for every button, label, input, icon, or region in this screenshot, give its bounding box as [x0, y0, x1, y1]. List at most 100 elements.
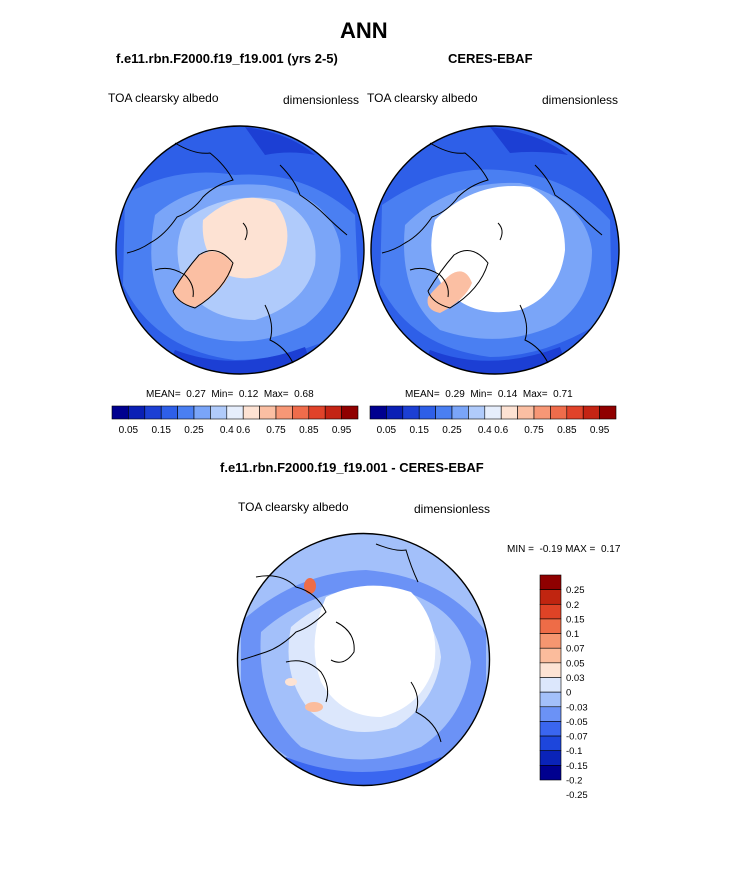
panel2-right-label: dimensionless — [542, 93, 619, 107]
panel1-colorbar-swatch — [128, 405, 146, 420]
diff-max-value: 0.17 — [600, 544, 621, 555]
diff-colorbar-swatch — [539, 574, 562, 590]
panel1-mean-label: MEAN= — [146, 389, 181, 400]
panel2-colorbar-tick-label: 0.05 — [377, 425, 397, 436]
diff-colorbar-swatch — [539, 618, 562, 634]
diff-right-label: dimensionless — [414, 502, 491, 516]
panel2-colorbar-tick-label: 0.85 — [557, 425, 577, 436]
diff-colorbar-swatch — [539, 750, 562, 766]
diff-colorbar-swatch — [539, 721, 562, 737]
panel1-colorbar-swatch — [324, 405, 342, 420]
panel2-colorbar-swatch — [550, 405, 568, 420]
diff-colorbar-swatch — [539, 647, 562, 664]
diff-colorbar-swatch — [539, 735, 562, 752]
panel2-min-value: 0.14 — [497, 389, 518, 400]
diff-colorbar-swatch — [539, 677, 562, 693]
diff-stats: MIN = -0.19 MAX = 0.17 — [507, 544, 620, 555]
panel2-colorbar: 0.05 0.15 0.25 0.4 0.6 0.75 0.85 0.95 — [369, 405, 617, 436]
diff-colorbar-swatch — [539, 706, 562, 722]
diff-colorbar-tick-label: -0.15 — [566, 761, 588, 772]
diff-min-value: -0.19 — [539, 544, 563, 555]
diff-positive-spot3 — [285, 678, 297, 686]
panel2-colorbar-swatch — [484, 405, 502, 420]
panel1-colorbar-tick-label: 0.05 — [119, 425, 139, 436]
panel1-colorbar-tick-label: 0.6 — [236, 425, 250, 436]
panel2-north-dark — [490, 127, 568, 155]
panel2-colorbar-swatch — [582, 405, 600, 420]
panel1-colorbar-tick-label: 0.4 — [220, 425, 234, 436]
panel1-min-value: 0.12 — [238, 389, 259, 400]
diff-colorbar-tick-label: 0.25 — [566, 585, 585, 596]
panel2-colorbar-swatch — [468, 405, 486, 420]
diff-title: f.e11.rbn.F2000.f19_f19.001 - CERES-EBAF — [220, 460, 484, 475]
panel1-colorbar-swatch — [308, 405, 326, 420]
page-title: ANN — [340, 18, 388, 43]
panel2-colorbar-swatch — [517, 405, 535, 420]
panel1-greenland — [173, 251, 233, 307]
panel2-colorbar-swatch — [386, 405, 404, 420]
panel2-colorbar-tick-label: 0.25 — [442, 425, 462, 436]
diff-colorbar-tick-label: 0.15 — [566, 614, 585, 625]
panel2-coastlines — [381, 142, 603, 364]
panel2-colorbar-swatch — [500, 405, 518, 420]
panel2-greenland — [427, 271, 472, 313]
panel1-colorbar-swatch — [226, 405, 244, 420]
panel2-colorbar-swatch — [566, 405, 584, 420]
panel2-colorbar-swatch — [451, 405, 469, 420]
panel1-right-label: dimensionless — [283, 93, 360, 107]
diff-colorbar-tick-label: -0.05 — [566, 717, 588, 728]
diff-left-label: TOA clearsky albedo — [238, 500, 349, 514]
diff-colorbar-tick-label: 0.05 — [566, 658, 585, 669]
panel1-colorbar-swatch — [144, 405, 162, 420]
panel1-map-border — [115, 125, 365, 375]
panel1-colorbar-swatch — [275, 405, 293, 420]
panel1-colorbar-swatch — [111, 405, 129, 420]
diff-positive-spot2 — [305, 702, 323, 712]
panel2-colorbar-swatch — [402, 405, 420, 420]
diff-colorbar: 0.25 0.2 0.15 0.1 0.07 0.05 0.03 0 -0.03 -0.05 -0.… — [539, 574, 588, 801]
panel1-north-dark — [245, 127, 315, 155]
panel2-colorbar-swatch — [369, 405, 387, 420]
panel2-left-label: TOA clearsky albedo — [367, 91, 478, 105]
diff-colorbar-tick-label: -0.2 — [566, 776, 582, 787]
diff-colorbar-tick-label: 0.1 — [566, 629, 579, 640]
panel1-max-value: 0.68 — [294, 389, 314, 400]
panel1-colorbar-tick-label: 0.95 — [332, 425, 352, 436]
panel1-mean-value: 0.27 — [186, 389, 206, 400]
diff-max-label: MAX = — [565, 544, 596, 555]
panel1-max-label: Max= — [263, 389, 289, 400]
panel1-title: f.e11.rbn.F2000.f19_f19.001 (yrs 2-5) — [116, 51, 338, 66]
panel2-mean-label: MEAN= — [405, 389, 440, 400]
panel1-map — [115, 125, 365, 375]
panel2-stats: MEAN= 0.29 Min= 0.14 Max= 0.71 — [405, 389, 573, 400]
panel2-map — [370, 125, 620, 375]
diff-colorbar-swatch — [539, 589, 562, 605]
diff-colorbar-swatch — [539, 691, 562, 708]
diff-colorbar-tick-label: -0.07 — [566, 732, 588, 743]
diff-colorbar-tick-label: -0.1 — [566, 746, 582, 757]
diff-colorbar-tick-label: 0 — [566, 688, 571, 699]
diff-colorbar-swatch — [539, 603, 562, 620]
panel2-min-label: Min= — [470, 389, 493, 400]
panel1-colorbar-swatch — [242, 405, 260, 420]
diff-colorbar-tick-label: -0.25 — [566, 790, 588, 801]
panel1-colorbar-tick-label: 0.15 — [151, 425, 171, 436]
panel1-coastlines — [126, 142, 348, 364]
diff-map — [236, 532, 491, 787]
panel2-title: CERES-EBAF — [448, 51, 533, 66]
panel1-colorbar-swatch — [259, 405, 277, 420]
diff-colorbar-tick-label: 0.03 — [566, 673, 585, 684]
panel1-colorbar-swatch — [177, 405, 195, 420]
panel2-colorbar-tick-label: 0.95 — [590, 425, 610, 436]
panel2-max-label: Max= — [522, 389, 548, 400]
panel1-colorbar: 0.05 0.15 0.25 0.4 0.6 0.75 0.85 0.95 — [111, 405, 359, 436]
diff-colorbar-tick-label: 0.07 — [566, 644, 585, 655]
diff-colorbar-swatch — [539, 662, 562, 678]
panel1-min-label: Min= — [211, 389, 234, 400]
diff-colorbar-tick-label: 0.2 — [566, 600, 579, 611]
diff-map-border — [236, 532, 491, 787]
diff-colorbar-tick-label: -0.03 — [566, 702, 588, 713]
panel2-colorbar-swatch — [533, 405, 551, 420]
diff-sea-ice — [314, 585, 436, 717]
panel1-colorbar-swatch — [210, 405, 228, 420]
